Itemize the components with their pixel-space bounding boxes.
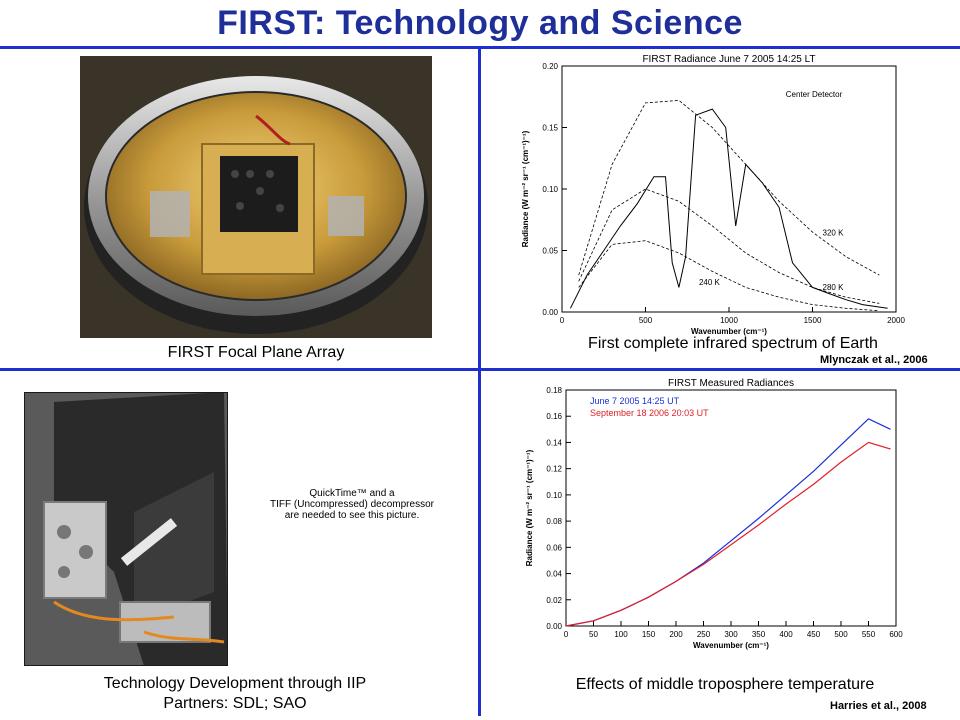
troposphere-caption: Effects of middle troposphere temperatur… — [575, 676, 875, 693]
series-line — [578, 99, 880, 276]
x-tick-label: 2000 — [887, 316, 905, 325]
chart-annotation: 320 K — [823, 229, 845, 238]
series-line — [578, 240, 880, 312]
harries-citation: Harries et al., 2008 — [830, 700, 927, 712]
y-axis-label: Radiance (W m⁻² sr⁻¹ (cm⁻¹)⁻¹) — [521, 130, 530, 247]
y-tick-label: 0.00 — [542, 308, 558, 317]
x-tick-label: 400 — [779, 630, 793, 639]
x-tick-label: 1000 — [720, 316, 738, 325]
x-tick-label: 50 — [589, 630, 598, 639]
chart-annotation: 240 K — [699, 278, 721, 287]
y-tick-label: 0.16 — [546, 412, 562, 421]
spectrum-caption: First complete infrared spectrum of Eart… — [588, 335, 878, 352]
x-tick-label: 500 — [639, 316, 653, 325]
radiance-chart: FIRST Radiance June 7 2005 14:25 LT 0 500 1… — [510, 52, 906, 338]
y-tick-label: 0.14 — [546, 438, 562, 447]
placeholder-line-3: are needed to see this picture. — [284, 510, 420, 521]
chart-annotation: Center Detector — [786, 90, 843, 99]
x-tick-label: 450 — [807, 630, 821, 639]
placeholder-line-1: QuickTime™ and a — [309, 488, 395, 499]
y-tick-label: 0.08 — [546, 517, 562, 526]
x-tick-label: 550 — [862, 630, 876, 639]
chart-annotation: 280 K — [823, 283, 845, 292]
y-tick-label: 0.05 — [542, 247, 558, 256]
y-axis-label: Radiance (W m⁻² sr⁻¹ (cm⁻¹)⁻¹) — [525, 449, 534, 566]
technology-caption-line-2: Partners: SDL; SAO — [163, 695, 307, 712]
x-tick-label: 600 — [889, 630, 903, 639]
center-divider — [478, 46, 481, 716]
plot-frame — [565, 389, 897, 627]
y-tick-label: 0.10 — [542, 185, 558, 194]
page-title: FIRST: Technology and Science — [217, 4, 743, 42]
x-tick-label: 150 — [642, 630, 656, 639]
series-line — [565, 418, 891, 627]
mlynczak-citation: Mlynczak et al., 2006 — [820, 354, 928, 366]
y-tick-label: 0.04 — [546, 570, 562, 579]
placeholder-line-2: TIFF (Uncompressed) decompressor — [270, 499, 434, 510]
legend-june: June 7 2005 14:25 UT — [590, 396, 680, 406]
x-tick-label: 1500 — [804, 316, 822, 325]
technology-caption-line-1: Technology Development through IIP — [103, 675, 367, 692]
series-line — [565, 441, 891, 627]
chart-title: FIRST Measured Radiances — [668, 378, 794, 389]
y-tick-label: 0.06 — [546, 543, 562, 552]
y-tick-label: 0.02 — [546, 596, 562, 605]
y-tick-label: 0.15 — [542, 124, 558, 133]
x-tick-label: 0 — [564, 630, 569, 639]
focal-plane-photo — [80, 56, 432, 338]
y-tick-label: 0.20 — [542, 62, 558, 71]
x-tick-label: 250 — [697, 630, 711, 639]
y-tick-label: 0.18 — [546, 386, 562, 395]
measured-radiances-chart-svg: FIRST Measured Radiances 0 50 100 150 200 250 3… — [525, 378, 903, 650]
x-tick-label: 350 — [752, 630, 766, 639]
x-tick-label: 500 — [834, 630, 848, 639]
x-tick-label: 100 — [614, 630, 628, 639]
measured-radiances-chart: FIRST Measured Radiances 0 50 100 150 200 250 3… — [510, 374, 906, 664]
series-line — [569, 108, 888, 309]
x-tick-label: 0 — [560, 316, 565, 325]
y-tick-label: 0.00 — [546, 622, 562, 631]
technology-caption: Technology Development through IIP Partn… — [40, 674, 430, 714]
chart-title: FIRST Radiance June 7 2005 14:25 LT — [642, 54, 815, 65]
x-tick-label: 300 — [724, 630, 738, 639]
y-tick-label: 0.12 — [546, 465, 562, 474]
x-tick-label: 200 — [669, 630, 683, 639]
plot-frame — [561, 65, 897, 313]
instrument-photo — [24, 392, 228, 666]
quicktime-placeholder: QuickTime™ and a TIFF (Uncompressed) dec… — [262, 488, 442, 521]
series-line — [578, 188, 880, 304]
y-tick-label: 0.10 — [546, 491, 562, 500]
focal-plane-caption: FIRST Focal Plane Array — [167, 344, 345, 361]
x-axis-label: Wavenumber (cm⁻¹) — [691, 327, 767, 336]
x-axis-label: Wavenumber (cm⁻¹) — [693, 641, 769, 650]
legend-september: September 18 2006 20:03 UT — [590, 408, 709, 418]
radiance-chart-svg: FIRST Radiance June 7 2005 14:25 LT 0 500 1… — [521, 54, 905, 336]
